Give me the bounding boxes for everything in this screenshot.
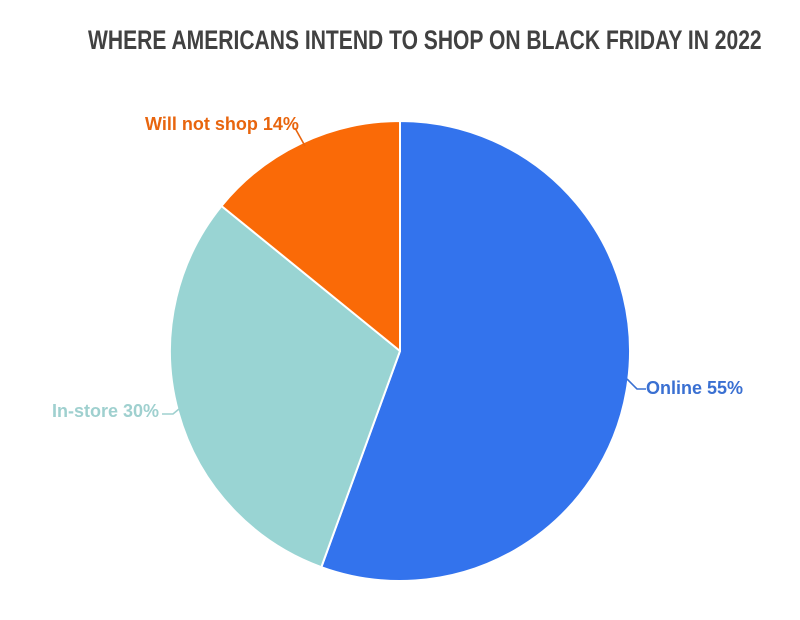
pie-slice-will-not-shop[interactable] [220, 120, 401, 352]
pie-slice-online[interactable] [320, 120, 631, 582]
leader-line-will-not-shop [294, 127, 306, 147]
leader-line-online [626, 378, 646, 390]
chart-title: WHERE AMERICANS INTEND TO SHOP ON BLACK … [88, 25, 762, 55]
slice-label-will-not-shop: Will not shop 14% [145, 114, 299, 134]
leader-line-in-store [162, 408, 180, 415]
slice-label-in-store: In-store 30% [52, 401, 160, 421]
pie-slices-group [169, 120, 631, 582]
slice-label-online: Online 55% [646, 378, 744, 398]
pie-slice-in-store[interactable] [169, 204, 401, 569]
